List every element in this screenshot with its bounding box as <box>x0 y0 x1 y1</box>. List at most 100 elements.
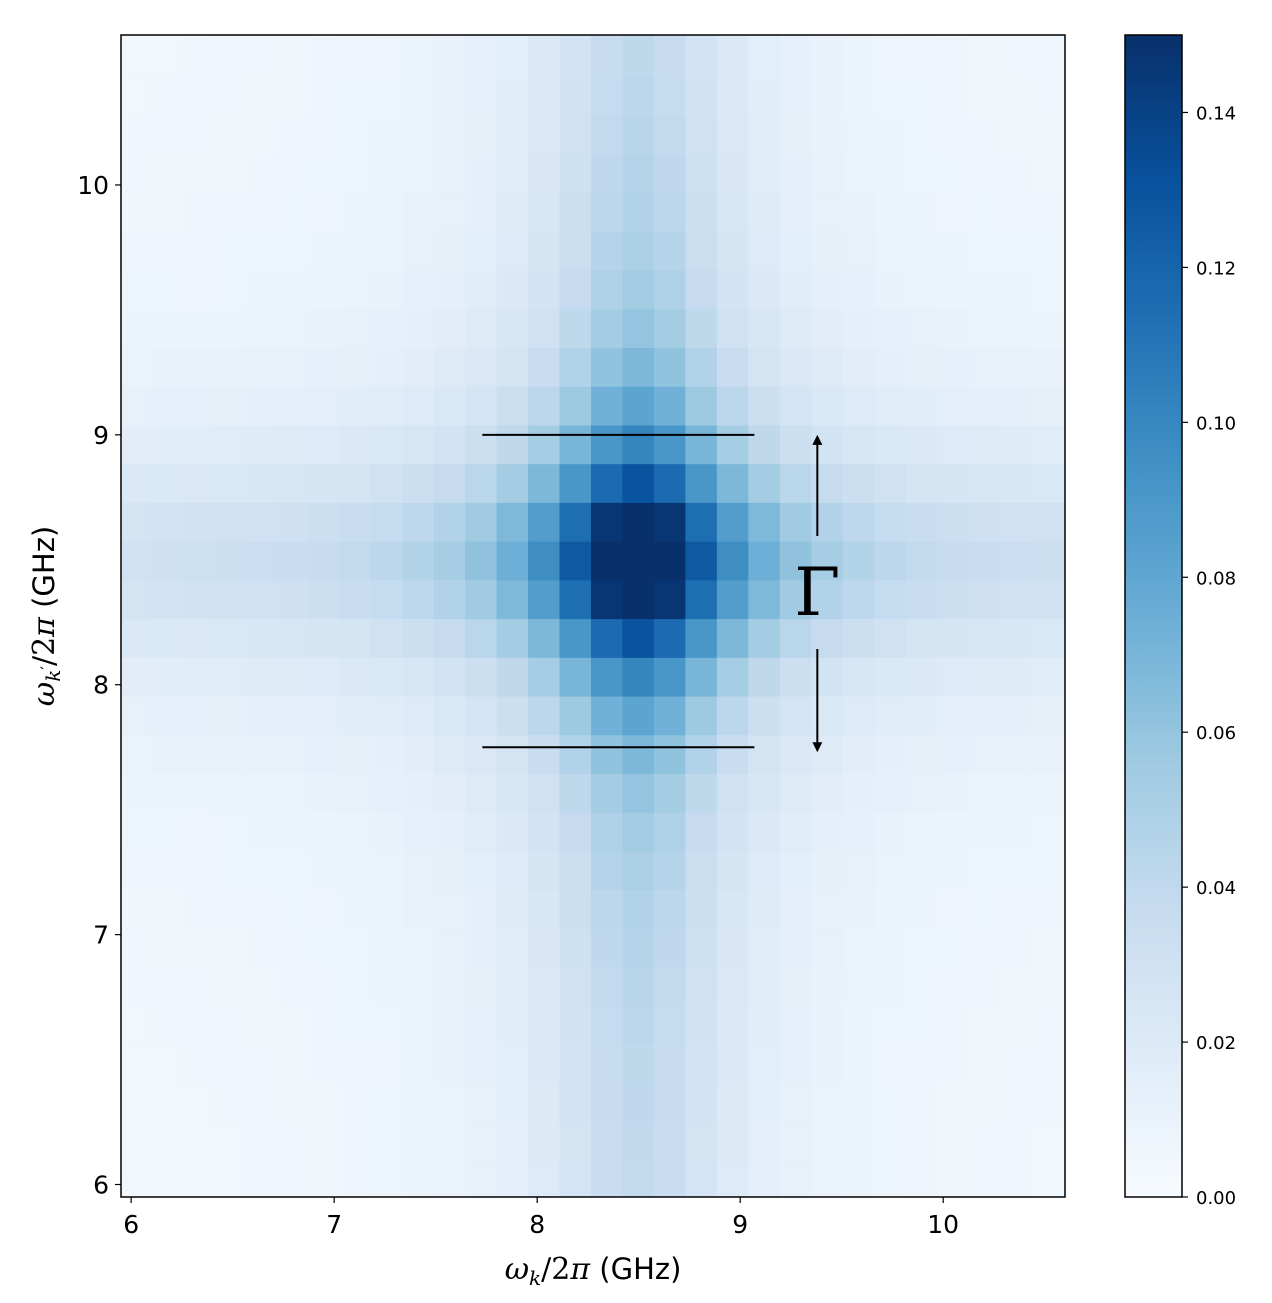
heatmap-cell <box>528 773 561 813</box>
heatmap-cell <box>685 618 718 658</box>
heatmap-cell <box>716 308 749 348</box>
heatmap-cell <box>213 1005 246 1046</box>
heatmap-cell <box>622 114 655 155</box>
heatmap-cell <box>244 231 277 271</box>
heatmap-cell <box>307 773 340 813</box>
heatmap-cell <box>748 1083 781 1123</box>
heatmap-cell <box>496 114 529 155</box>
colorbar-tick-label: 0.02 <box>1196 1033 1236 1054</box>
heatmap-cell <box>874 734 907 775</box>
heatmap-cell <box>716 1160 749 1197</box>
heatmap-cell <box>465 1083 498 1123</box>
heatmap-cell <box>842 773 875 813</box>
heatmap-cell <box>779 618 812 658</box>
heatmap-cell <box>150 386 183 426</box>
heatmap-cell <box>811 695 844 736</box>
heatmap-cell <box>874 967 907 1007</box>
heatmap-cell <box>150 734 183 775</box>
heatmap-cell <box>528 541 561 581</box>
heatmap-cell <box>716 502 749 542</box>
heatmap-cell <box>937 35 970 39</box>
heatmap-cell <box>1031 76 1064 116</box>
heatmap-cell <box>402 734 435 775</box>
heatmap-cell <box>779 850 812 891</box>
heatmap-cell <box>339 502 372 542</box>
heatmap-cell <box>276 35 309 39</box>
heatmap-cell <box>685 424 718 465</box>
heatmap-cell <box>1062 269 1065 310</box>
heatmap-cell <box>653 773 686 813</box>
heatmap-cell <box>121 734 152 775</box>
heatmap-cell <box>307 541 340 581</box>
heatmap-cell <box>213 812 246 852</box>
heatmap-cell <box>307 1005 340 1046</box>
heatmap-cell <box>874 1083 907 1123</box>
heatmap-cell <box>339 231 372 271</box>
heatmap-cell <box>213 424 246 465</box>
heatmap-cell <box>213 1044 246 1084</box>
heatmap-cell <box>433 657 466 697</box>
heatmap-cell <box>339 928 372 968</box>
heatmap-cell <box>528 695 561 736</box>
heatmap-cell <box>716 657 749 697</box>
heatmap-cell <box>213 347 246 387</box>
heatmap-cell <box>590 541 624 581</box>
heatmap-cell <box>496 657 529 697</box>
heatmap-cell <box>213 618 246 658</box>
colorbar-tick-label: 0.04 <box>1196 878 1236 899</box>
heatmap-cell <box>528 850 561 891</box>
heatmap-cell <box>779 695 812 736</box>
heatmap-cell <box>811 114 844 155</box>
heatmap-cell <box>402 76 435 116</box>
heatmap-cell <box>1031 850 1064 891</box>
heatmap-cell <box>213 850 246 891</box>
heatmap-cell <box>370 386 403 426</box>
heatmap-cell <box>433 1160 466 1197</box>
heatmap-cell <box>779 502 812 542</box>
heatmap-cell <box>339 347 372 387</box>
heatmap-cell <box>590 889 624 929</box>
heatmap-cell <box>590 502 624 542</box>
heatmap-cell <box>370 889 403 929</box>
heatmap-cell <box>968 812 1001 852</box>
heatmap-cell <box>307 386 340 426</box>
heatmap-cell <box>590 773 624 813</box>
heatmap-cell <box>779 347 812 387</box>
heatmap-cell <box>622 967 655 1007</box>
heatmap-cell <box>402 1122 435 1162</box>
heatmap-cell <box>465 1160 498 1197</box>
heatmap-cell <box>465 386 498 426</box>
heatmap-cell <box>496 192 529 232</box>
heatmap-cell <box>559 928 592 968</box>
heatmap-cell <box>811 76 844 116</box>
heatmap-cell <box>339 1083 372 1123</box>
heatmap-cell <box>937 889 970 929</box>
heatmap-cell <box>937 269 970 310</box>
heatmap-cell <box>244 928 277 968</box>
heatmap-cell <box>874 850 907 891</box>
heatmap-cell <box>779 1005 812 1046</box>
heatmap-cell <box>590 463 624 503</box>
heatmap-cell <box>905 812 938 852</box>
heatmap-cell <box>905 37 938 77</box>
heatmap-cell <box>559 231 592 271</box>
heatmap-cell <box>968 618 1001 658</box>
heatmap-cell <box>748 579 781 620</box>
heatmap-cell <box>905 850 938 891</box>
colorbar-tick-label: 0.08 <box>1196 568 1236 589</box>
heatmap-cell <box>244 695 277 736</box>
heatmap-cell <box>1000 153 1033 194</box>
heatmap-cell <box>121 463 152 503</box>
heatmap-cell <box>370 812 403 852</box>
heatmap-cell <box>716 850 749 891</box>
heatmap-cell <box>748 967 781 1007</box>
heatmap-cell <box>905 541 938 581</box>
heatmap-cell <box>213 269 246 310</box>
heatmap-cell <box>181 541 214 581</box>
heatmap-cell <box>590 231 624 271</box>
heatmap-cell <box>685 502 718 542</box>
heatmap-cell <box>968 1044 1001 1084</box>
heatmap-cell <box>653 1044 686 1084</box>
heatmap-cell <box>559 541 592 581</box>
heatmap-cell <box>622 269 655 310</box>
